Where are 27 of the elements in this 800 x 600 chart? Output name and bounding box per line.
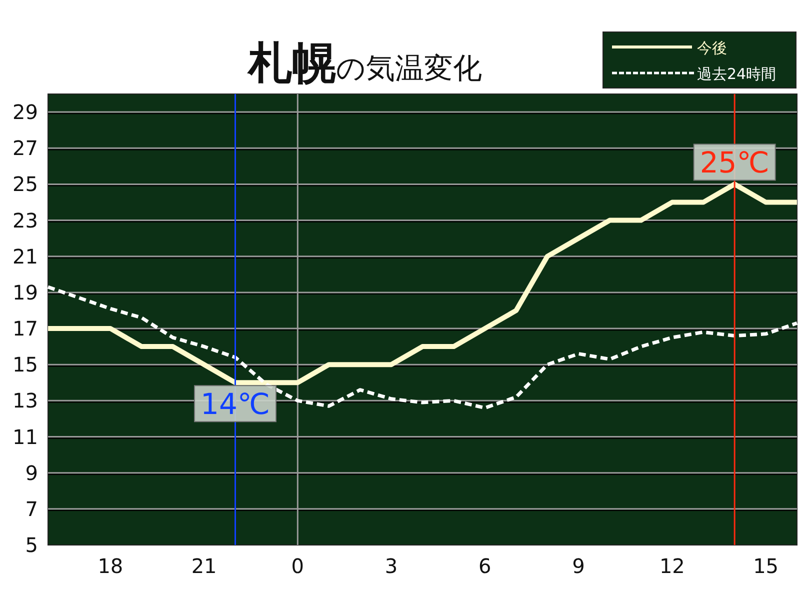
x-tick-label: 3 bbox=[384, 554, 398, 578]
x-tick-label: 0 bbox=[291, 554, 304, 578]
x-tick-label: 6 bbox=[478, 554, 492, 578]
y-tick-label: 29 bbox=[12, 100, 38, 124]
annotation: 14℃ bbox=[200, 387, 270, 422]
x-tick-label: 18 bbox=[98, 554, 124, 578]
y-tick-label: 13 bbox=[12, 388, 38, 413]
annotation: 25℃ bbox=[700, 146, 770, 180]
y-tick-label: 7 bbox=[25, 496, 38, 521]
x-tick-label: 15 bbox=[753, 554, 779, 578]
y-tick-label: 19 bbox=[12, 280, 38, 304]
y-tick-label: 9 bbox=[25, 460, 38, 485]
y-tick-label: 27 bbox=[12, 136, 38, 160]
y-tick-label: 17 bbox=[12, 316, 38, 341]
x-tick-label: 12 bbox=[659, 554, 685, 578]
y-tick-label: 23 bbox=[12, 208, 38, 232]
chart-title: 札幌 bbox=[246, 38, 336, 89]
y-tick-label: 25 bbox=[12, 172, 38, 196]
text: 今後 bbox=[697, 39, 727, 57]
chart-subtitle: の気温変化 bbox=[336, 51, 482, 85]
legend-label: 過去24時間 bbox=[697, 65, 776, 83]
y-tick-label: 21 bbox=[12, 244, 38, 268]
y-tick-label: 15 bbox=[12, 352, 38, 377]
x-tick-label: 9 bbox=[572, 554, 585, 578]
x-tick-label: 21 bbox=[191, 554, 217, 578]
y-tick-label: 11 bbox=[12, 424, 38, 449]
y-tick-label: 5 bbox=[25, 533, 38, 557]
